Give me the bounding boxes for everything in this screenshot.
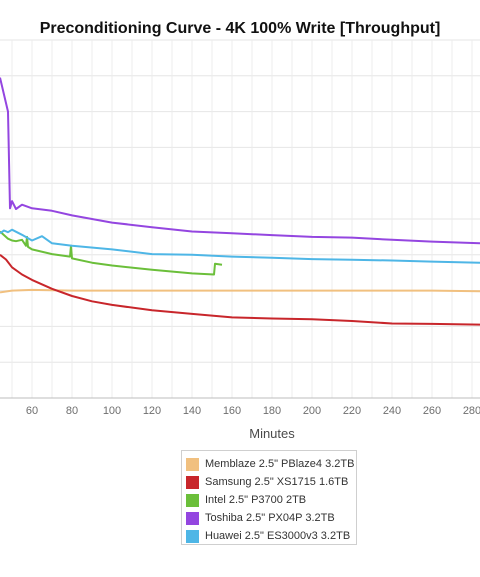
x-tick-label: 200 (303, 405, 321, 417)
series-line-2 (0, 230, 223, 276)
legend-label: Memblaze 2.5" PBlaze4 3.2TB (205, 458, 355, 470)
legend-item[interactable]: Intel 2.5" P3700 2TB (186, 491, 356, 509)
legend-item[interactable]: Toshiba 2.5" PX04P 3.2TB (186, 509, 356, 527)
legend-swatch (186, 529, 199, 543)
legend: Memblaze 2.5" PBlaze4 3.2TB Samsung 2.5" … (181, 450, 357, 545)
legend-item[interactable]: Memblaze 2.5" PBlaze4 3.2TB (186, 455, 356, 473)
series-line-1 (0, 254, 480, 326)
legend-label: Intel 2.5" P3700 2TB (205, 494, 307, 506)
x-tick-label: 260 (423, 405, 441, 417)
series-lines (0, 77, 480, 326)
legend-swatch (186, 457, 199, 471)
x-tick-labels: 60 80 100 120 140 160 180 200 220 240 260 280 (26, 405, 480, 417)
legend-swatch (186, 493, 199, 507)
series-line-4 (0, 228, 480, 264)
x-tick-label: 140 (183, 405, 201, 417)
x-tick-label: 240 (383, 405, 401, 417)
x-tick-label: 100 (103, 405, 121, 417)
x-tick-label: 220 (343, 405, 361, 417)
legend-item[interactable]: Huawei 2.5" ES3000v3 3.2TB (186, 527, 356, 545)
grid-lines (0, 39, 480, 399)
series-line-0 (0, 288, 480, 294)
legend-swatch (186, 475, 199, 489)
legend-item[interactable]: Samsung 2.5" XS1715 1.6TB (186, 473, 356, 491)
x-tick-label: 60 (26, 405, 38, 417)
x-tick-label: 160 (223, 405, 241, 417)
legend-label: Huawei 2.5" ES3000v3 3.2TB (205, 530, 351, 542)
x-tick-label: 280 (463, 405, 480, 417)
x-tick-label: 80 (66, 405, 78, 417)
legend-swatch (186, 511, 199, 525)
legend-label: Toshiba 2.5" PX04P 3.2TB (205, 512, 335, 524)
series-line-3 (0, 77, 480, 245)
chart-title: Preconditioning Curve - 4K 100% Write [T… (39, 20, 441, 37)
x-axis-title: Minutes (249, 426, 295, 441)
x-tick-label: 180 (263, 405, 281, 417)
legend-label: Samsung 2.5" XS1715 1.6TB (205, 476, 349, 488)
x-tick-label: 120 (143, 405, 161, 417)
